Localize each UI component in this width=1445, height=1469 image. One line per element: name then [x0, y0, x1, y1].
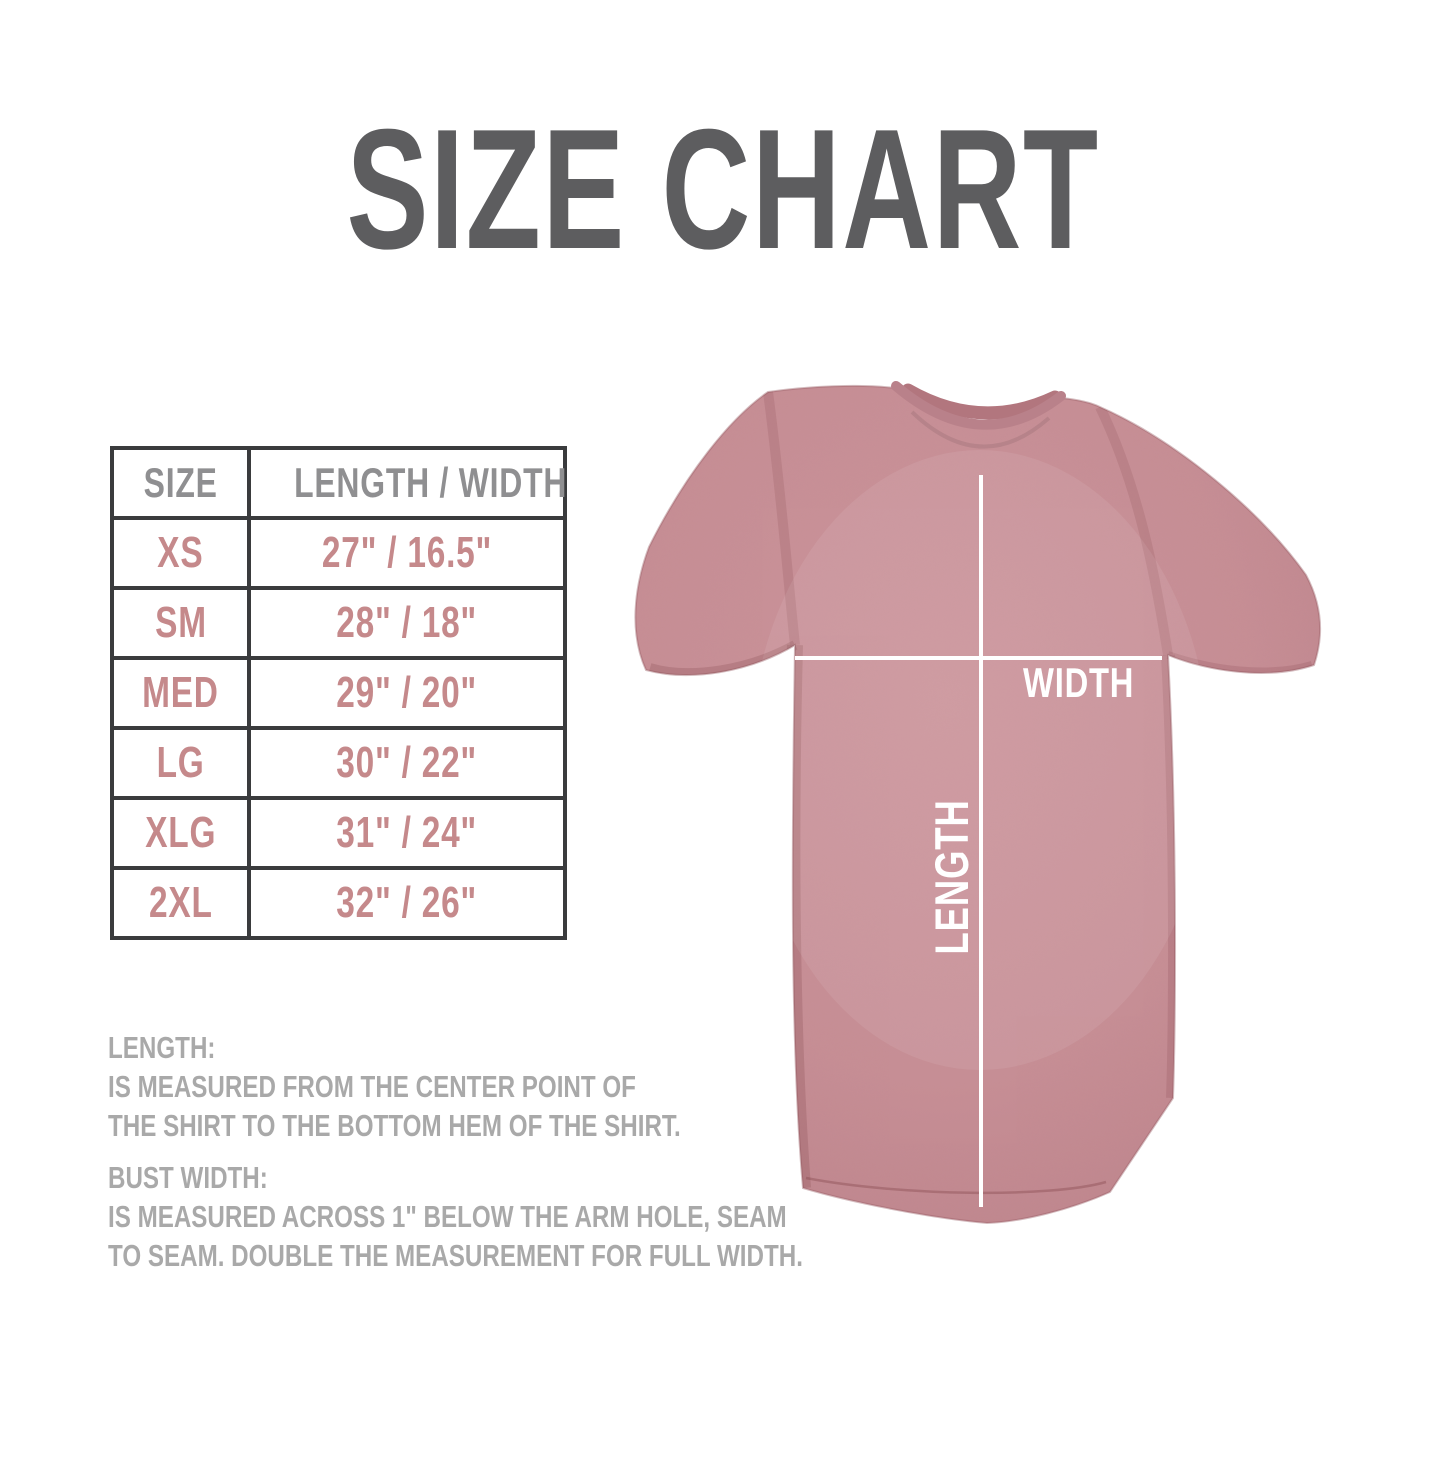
measurement-cell: 32" / 26" — [247, 866, 567, 940]
table-row: LG 30" / 22" — [110, 726, 567, 800]
table-row: XLG 31" / 24" — [110, 796, 567, 870]
collar-seam — [910, 410, 1051, 449]
measurement-cell: 31" / 24" — [247, 796, 567, 870]
table-row: 2XL 32" / 26" — [110, 866, 567, 940]
measurement-cell: 28" / 18" — [247, 586, 567, 660]
bust-width-note-heading: BUST WIDTH: — [108, 1160, 268, 1195]
back-collar — [901, 383, 1062, 420]
size-cell: LG — [110, 726, 251, 800]
page-title: SIZE CHART — [0, 104, 1445, 275]
front-collar-band — [891, 381, 1066, 430]
measurement-notes: LENGTH: IS MEASURED FROM THE CENTER POIN… — [108, 1028, 803, 1275]
size-cell: XLG — [110, 796, 251, 870]
table-row: MED 29" / 20" — [110, 656, 567, 730]
width-label: WIDTH — [1023, 659, 1134, 706]
size-cell: MED — [110, 656, 251, 730]
length-label: LENGTH — [926, 799, 978, 954]
size-cell: SM — [110, 586, 251, 660]
size-column-header: SIZE — [110, 446, 251, 520]
length-note-line: IS MEASURED FROM THE CENTER POINT OF — [108, 1069, 636, 1104]
width-measure-line — [795, 656, 1162, 660]
size-table: SIZE LENGTH / WIDTH XS 27" / 16.5" SM 28… — [110, 446, 567, 940]
bust-width-note-line: TO SEAM. DOUBLE THE MEASUREMENT FOR FULL… — [108, 1238, 803, 1273]
length-note-line: THE SHIRT TO THE BOTTOM HEM OF THE SHIRT… — [108, 1108, 681, 1143]
bust-width-note-line: IS MEASURED ACROSS 1" BELOW THE ARM HOLE… — [108, 1199, 787, 1234]
size-cell: XS — [110, 516, 251, 590]
length-measure-line — [979, 475, 983, 1207]
size-cell: 2XL — [110, 866, 251, 940]
table-row: XS 27" / 16.5" — [110, 516, 567, 590]
tshirt-photo: WIDTH LENGTH — [634, 381, 1322, 1225]
length-note-heading: LENGTH: — [108, 1030, 216, 1065]
page-title-text: SIZE CHART — [345, 94, 1100, 285]
measurement-cell: 27" / 16.5" — [247, 516, 567, 590]
measurement-column-header: LENGTH / WIDTH — [247, 446, 567, 520]
measurement-cell: 30" / 22" — [247, 726, 567, 800]
size-table-header-row: SIZE LENGTH / WIDTH — [110, 446, 567, 520]
measurement-cell: 29" / 20" — [247, 656, 567, 730]
table-row: SM 28" / 18" — [110, 586, 567, 660]
shirt-measurement-diagram: WIDTH LENGTH — [600, 340, 1445, 1240]
